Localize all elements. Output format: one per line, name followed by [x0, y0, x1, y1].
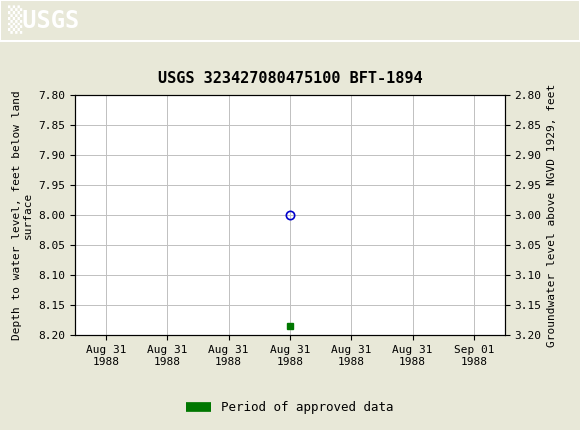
Text: ▒USGS: ▒USGS — [8, 5, 79, 34]
Y-axis label: Groundwater level above NGVD 1929, feet: Groundwater level above NGVD 1929, feet — [547, 83, 557, 347]
Y-axis label: Depth to water level, feet below land
surface: Depth to water level, feet below land su… — [12, 90, 33, 340]
Title: USGS 323427080475100 BFT-1894: USGS 323427080475100 BFT-1894 — [158, 71, 422, 86]
Legend: Period of approved data: Period of approved data — [181, 396, 399, 419]
